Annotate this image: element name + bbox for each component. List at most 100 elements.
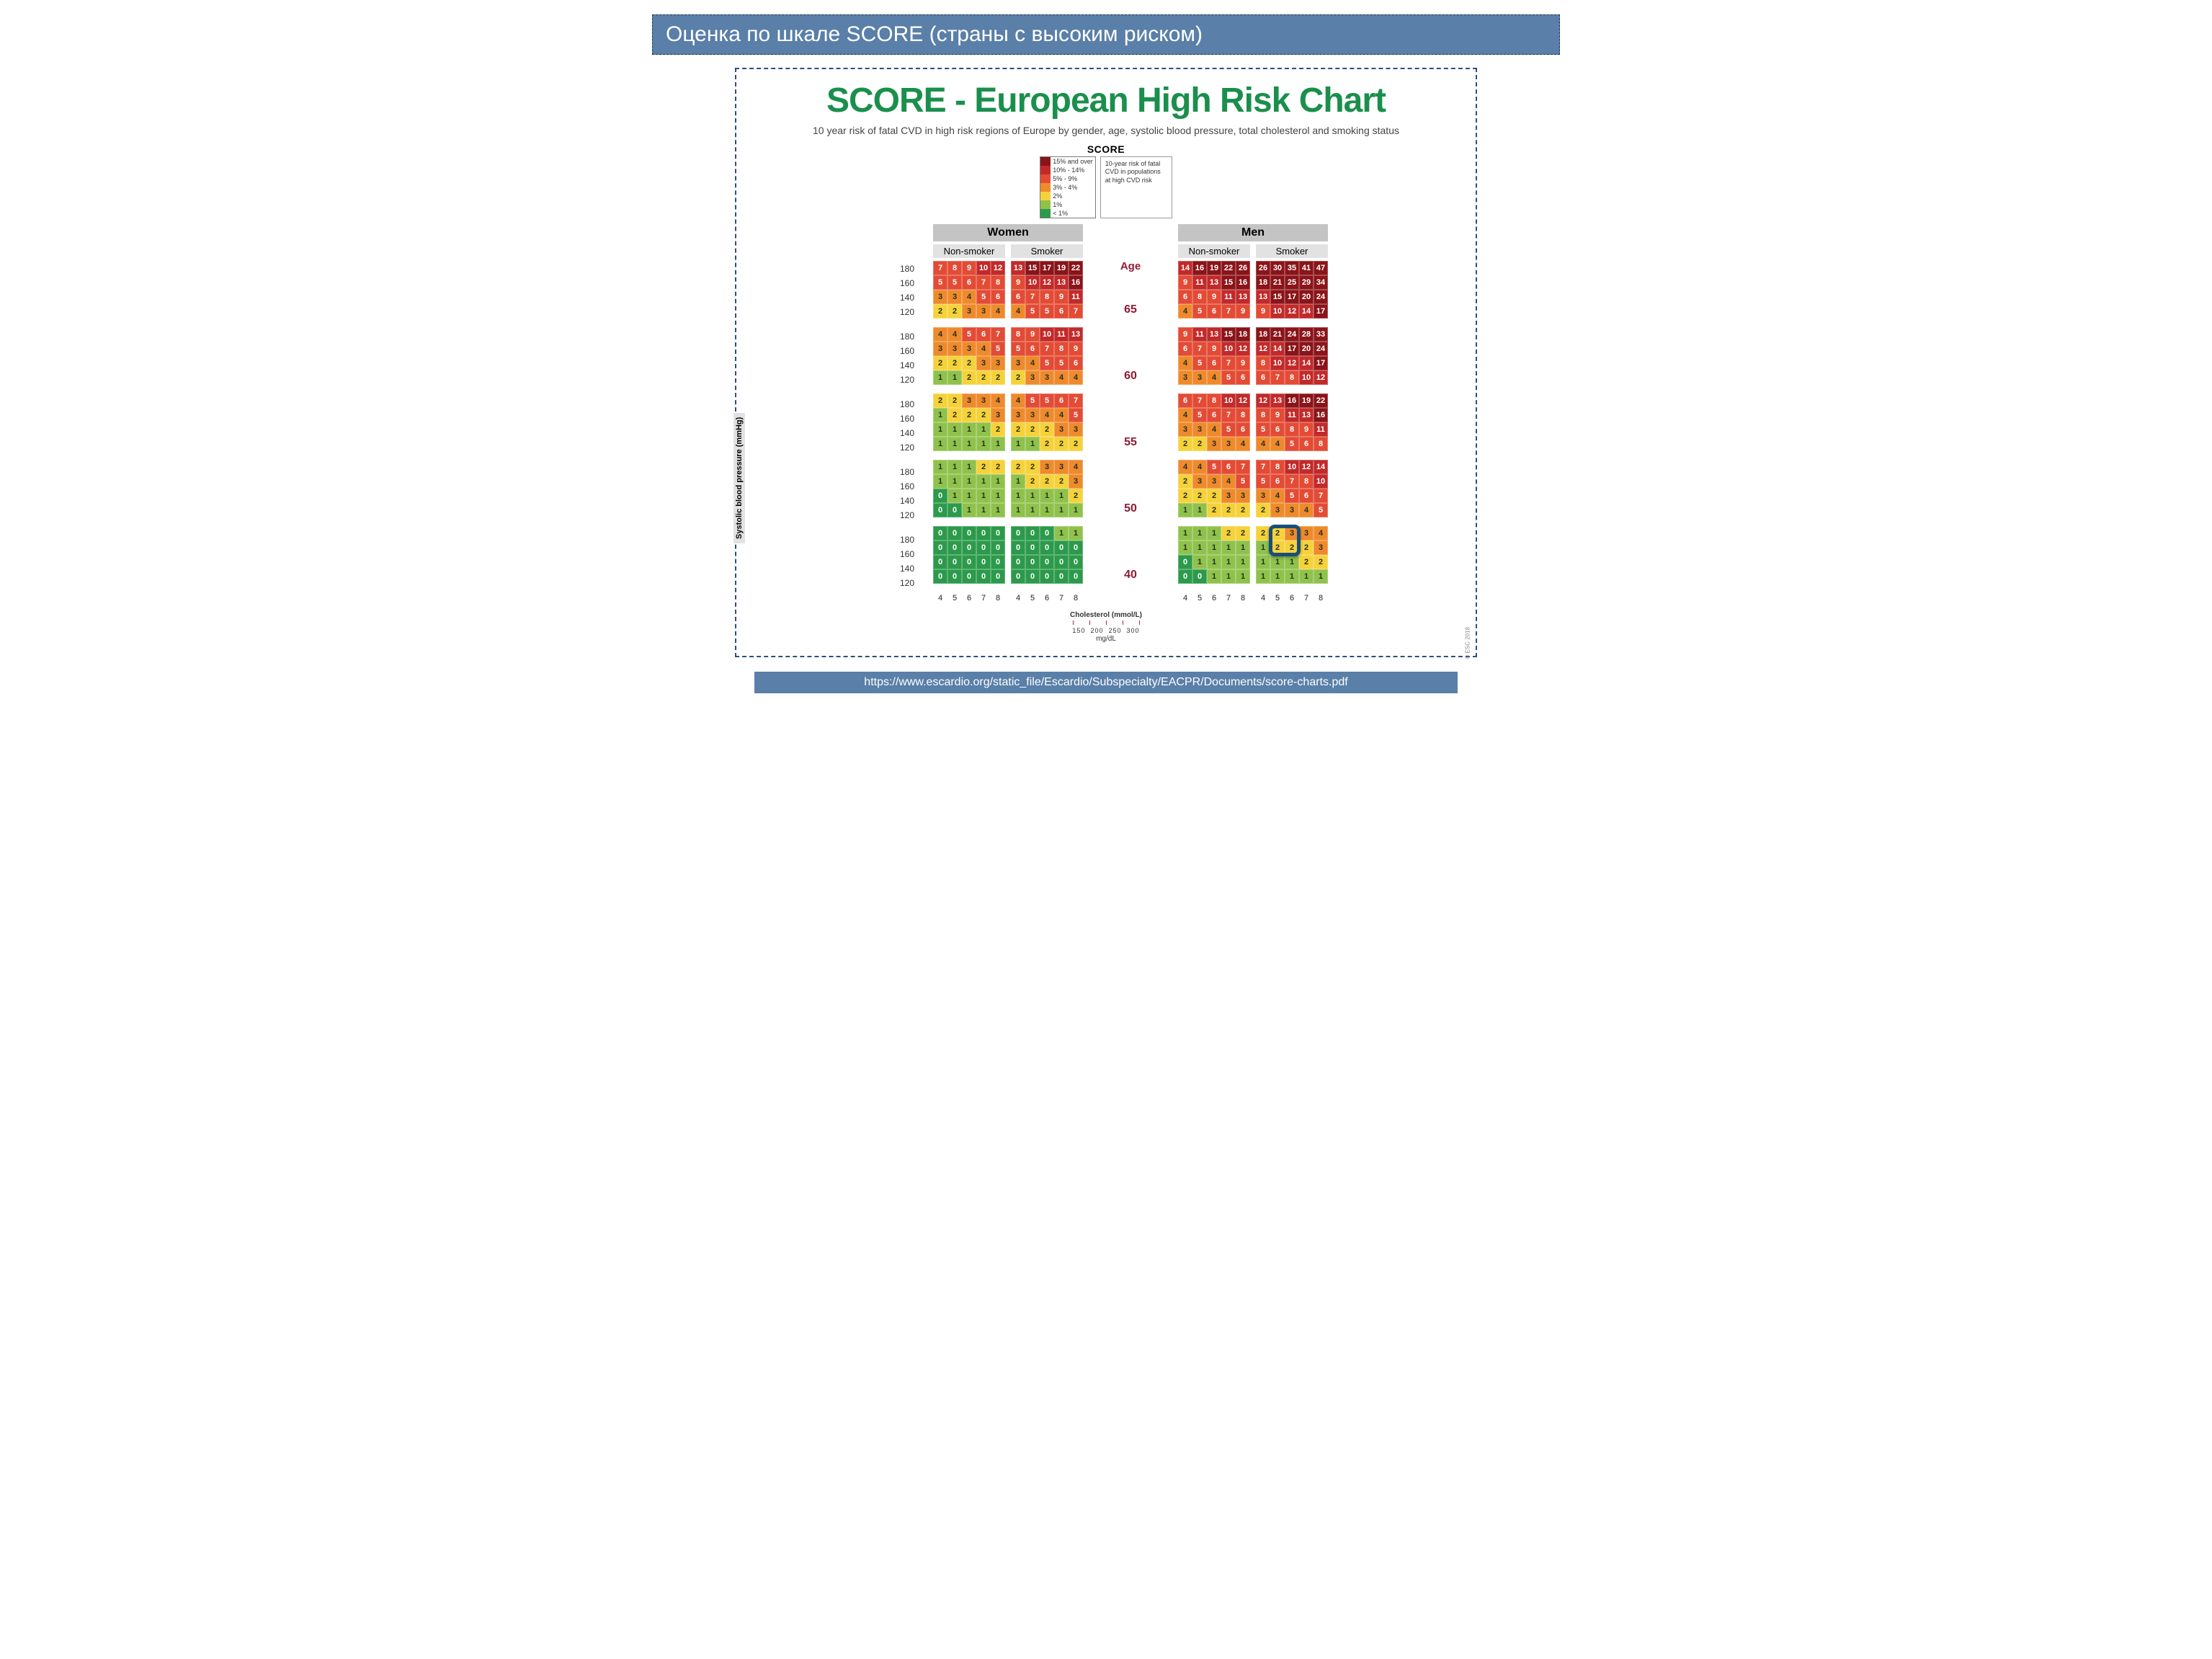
risk-cell: 3 <box>1011 408 1025 422</box>
risk-cell: 0 <box>1011 569 1025 584</box>
risk-cell: 7 <box>1221 356 1236 370</box>
risk-cell: 14 <box>1178 261 1192 275</box>
risk-cell: 9 <box>1178 327 1192 342</box>
risk-cell: 1 <box>947 422 962 437</box>
score-label: SCORE <box>749 143 1463 155</box>
risk-cell: 25 <box>1285 275 1299 290</box>
risk-cell: 2 <box>1270 526 1285 541</box>
risk-cell: 14 <box>1299 356 1314 370</box>
risk-cell: 13 <box>1069 327 1083 342</box>
risk-cell: 13 <box>1236 290 1250 304</box>
risk-cell: 1 <box>1192 526 1207 541</box>
risk-cell: 30 <box>1270 261 1285 275</box>
risk-cell: 0 <box>933 569 947 584</box>
risk-cell: 1 <box>962 460 976 474</box>
risk-grid: 89101113567893455623344 <box>1011 327 1083 385</box>
risk-cell: 10 <box>1299 370 1314 385</box>
risk-cell: 22 <box>1314 393 1328 408</box>
risk-cell: 8 <box>947 261 962 275</box>
risk-cell: 10 <box>1040 327 1054 342</box>
risk-cell: 29 <box>1299 275 1314 290</box>
risk-cell: 0 <box>1025 541 1040 555</box>
risk-cell: 7 <box>1314 489 1328 503</box>
risk-cell: 4 <box>1011 393 1025 408</box>
risk-cell: 2 <box>1025 422 1040 437</box>
cholesterol-axis: 45678 <box>1011 594 1083 602</box>
risk-cell: 2 <box>991 370 1005 385</box>
risk-cell: 3 <box>962 393 976 408</box>
bp-label: 180 <box>884 397 914 412</box>
risk-cell: 8 <box>1270 460 1285 474</box>
risk-cell: 28 <box>1299 327 1314 342</box>
risk-cell: 0 <box>962 526 976 541</box>
risk-cell: 3 <box>976 356 991 370</box>
risk-cell: 5 <box>1040 356 1054 370</box>
risk-cell: 0 <box>1011 526 1025 541</box>
risk-cell: 7 <box>1040 342 1054 356</box>
risk-cell: 2 <box>976 460 991 474</box>
risk-cell: 1 <box>1192 555 1207 569</box>
risk-cell: 3 <box>1314 541 1328 555</box>
risk-cell: 2 <box>947 304 962 319</box>
risk-cell: 1 <box>933 460 947 474</box>
risk-cell: 1 <box>1236 569 1250 584</box>
risk-cell: 0 <box>1040 526 1054 541</box>
risk-cell: 8 <box>1256 408 1270 422</box>
risk-cell: 11 <box>1221 290 1236 304</box>
risk-cell: 11 <box>1069 290 1083 304</box>
risk-cell: 5 <box>991 342 1005 356</box>
risk-cell: 2 <box>1192 489 1207 503</box>
risk-cell: 3 <box>1011 356 1025 370</box>
risk-cell: 4 <box>991 393 1005 408</box>
risk-cell: 11 <box>1054 327 1069 342</box>
bp-label: 160 <box>884 547 914 561</box>
risk-cell: 2 <box>1256 526 1270 541</box>
risk-cell: 3 <box>1054 422 1069 437</box>
risk-cell: 5 <box>1207 460 1221 474</box>
risk-cell: 1 <box>1069 526 1083 541</box>
risk-cell: 8 <box>1314 437 1328 451</box>
risk-cell: 26 <box>1236 261 1250 275</box>
risk-cell: 2 <box>1178 474 1192 489</box>
risk-cell: 5 <box>962 327 976 342</box>
risk-cell: 5 <box>1054 356 1069 370</box>
risk-cell: 1 <box>947 460 962 474</box>
risk-cell: 1 <box>1054 526 1069 541</box>
risk-cell: 0 <box>933 489 947 503</box>
risk-grid: 6781012456783345622334 <box>1178 393 1250 451</box>
bp-label: 160 <box>884 276 914 290</box>
risk-cell: 1 <box>1054 489 1069 503</box>
risk-grid: 22334122231112211111 <box>1256 526 1328 584</box>
risk-cell: 2 <box>1236 503 1250 517</box>
chart-subtitle: 10 year risk of fatal CVD in high risk r… <box>749 125 1463 136</box>
risk-cell: 3 <box>1236 489 1250 503</box>
risk-cell: 4 <box>1069 460 1083 474</box>
risk-cell: 8 <box>1207 393 1221 408</box>
risk-cell: 3 <box>1285 503 1299 517</box>
risk-cell: 3 <box>976 304 991 319</box>
smoker-header: Smoker <box>1011 244 1083 258</box>
risk-grid: 00000000000000000000 <box>933 526 1005 584</box>
risk-grid: 45567334452223311222 <box>1011 393 1083 451</box>
risk-cell: 1 <box>1178 541 1192 555</box>
risk-cell: 1 <box>1040 503 1054 517</box>
risk-cell: 0 <box>1178 569 1192 584</box>
risk-cell: 7 <box>1192 342 1207 356</box>
risk-cell: 1 <box>976 503 991 517</box>
risk-cell: 0 <box>976 555 991 569</box>
risk-cell: 9 <box>1236 304 1250 319</box>
risk-grid: 12131619228911131656891144568 <box>1256 393 1328 451</box>
risk-cell: 16 <box>1192 261 1207 275</box>
risk-cell: 0 <box>976 541 991 555</box>
risk-cell: 1 <box>1221 541 1236 555</box>
risk-cell: 1 <box>991 489 1005 503</box>
risk-cell: 9 <box>1207 342 1221 356</box>
risk-cell: 9 <box>1054 290 1069 304</box>
risk-cell: 3 <box>1192 422 1207 437</box>
risk-cell: 7 <box>933 261 947 275</box>
risk-cell: 11 <box>1192 275 1207 290</box>
risk-grid: 00011000000000000000 <box>1011 526 1083 584</box>
risk-cell: 1 <box>933 370 947 385</box>
risk-cell: 22 <box>1221 261 1236 275</box>
risk-cell: 5 <box>976 290 991 304</box>
